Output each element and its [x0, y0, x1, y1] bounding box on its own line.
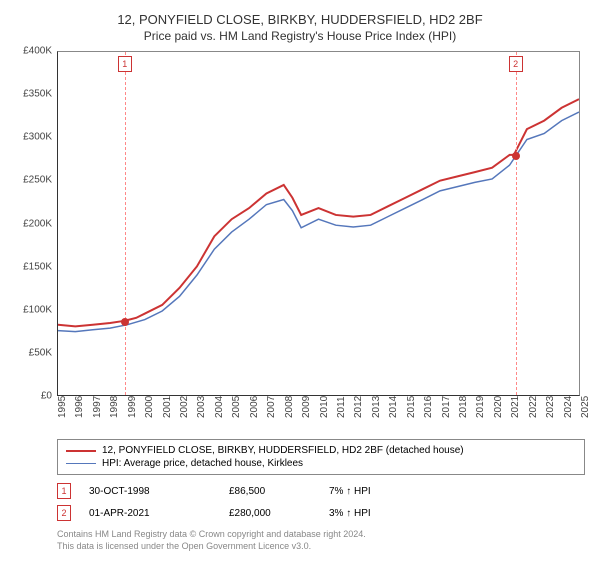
footer-line-2: This data is licensed under the Open Gov… — [57, 541, 585, 553]
legend: 12, PONYFIELD CLOSE, BIRKBY, HUDDERSFIEL… — [57, 439, 585, 475]
transaction-row: 2 01-APR-2021£280,0003% ↑ HPI — [57, 505, 585, 521]
series-hpi — [58, 112, 579, 332]
marker-line — [516, 52, 517, 395]
legend-swatch — [66, 463, 96, 464]
legend-item: HPI: Average price, detached house, Kirk… — [66, 457, 576, 470]
legend-swatch — [66, 450, 96, 452]
transaction-num: 1 — [57, 483, 71, 499]
marker-label: 2 — [509, 56, 523, 72]
footer-line-1: Contains HM Land Registry data © Crown c… — [57, 529, 585, 541]
legend-label: 12, PONYFIELD CLOSE, BIRKBY, HUDDERSFIEL… — [102, 445, 464, 456]
marker-dot — [121, 318, 129, 326]
y-axis-label: £350K — [12, 89, 52, 100]
series-price_paid — [58, 99, 579, 326]
y-axis-label: £200K — [12, 218, 52, 229]
x-axis-label: 2025 — [580, 396, 600, 418]
transaction-date: 30-OCT-1998 — [89, 486, 229, 497]
y-axis-label: £0 — [12, 391, 52, 402]
y-axis-label: £250K — [12, 175, 52, 186]
marker-line — [125, 52, 126, 395]
transaction-date: 01-APR-2021 — [89, 508, 229, 519]
transactions-table: 1 30-OCT-1998£86,5007% ↑ HPI 2 01-APR-2021£… — [57, 483, 585, 521]
line-series — [58, 52, 579, 395]
marker-dot — [512, 152, 520, 160]
legend-item: 12, PONYFIELD CLOSE, BIRKBY, HUDDERSFIEL… — [66, 444, 576, 457]
chart-subtitle: Price paid vs. HM Land Registry's House … — [15, 29, 585, 43]
transaction-diff: 3% ↑ HPI — [329, 508, 409, 519]
transaction-row: 1 30-OCT-1998£86,5007% ↑ HPI — [57, 483, 585, 499]
transaction-num: 2 — [57, 505, 71, 521]
y-axis-label: £150K — [12, 261, 52, 272]
y-axis-label: £50K — [12, 347, 52, 358]
marker-label: 1 — [118, 56, 132, 72]
chart-area: 12 £0£50K£100K£150K£200K£250K£300K£350K£… — [57, 51, 580, 431]
chart-title: 12, PONYFIELD CLOSE, BIRKBY, HUDDERSFIEL… — [15, 12, 585, 27]
footer-attribution: Contains HM Land Registry data © Crown c… — [57, 529, 585, 552]
transaction-price: £280,000 — [229, 508, 329, 519]
plot-region: 12 — [57, 51, 580, 396]
transaction-diff: 7% ↑ HPI — [329, 486, 409, 497]
y-axis-label: £300K — [12, 132, 52, 143]
y-axis-label: £400K — [12, 46, 52, 57]
transaction-price: £86,500 — [229, 486, 329, 497]
legend-label: HPI: Average price, detached house, Kirk… — [102, 458, 303, 469]
y-axis-label: £100K — [12, 304, 52, 315]
